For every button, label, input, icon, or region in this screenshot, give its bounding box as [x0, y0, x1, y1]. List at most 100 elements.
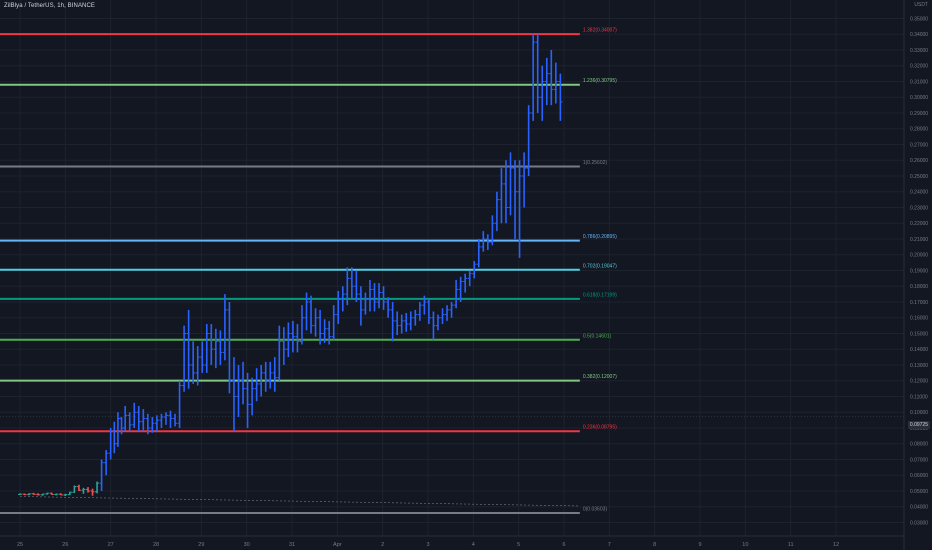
ohlc-bar — [517, 160, 522, 258]
ohlc-bar — [218, 330, 223, 365]
ohlc-bar — [309, 295, 314, 334]
ohlc-bar — [163, 412, 168, 425]
ohlc-bar — [67, 491, 72, 496]
price-tick-label: 0.20000 — [910, 253, 928, 259]
currency-unit-label: USDT — [914, 2, 928, 8]
ohlc-bar — [544, 57, 549, 106]
ohlc-bar — [513, 160, 518, 239]
ohlc-bar — [408, 311, 413, 331]
ohlc-bar — [90, 488, 95, 496]
ohlc-bar — [549, 50, 554, 106]
time-tick-label: 29 — [198, 542, 204, 548]
ohlc-bar — [372, 283, 377, 312]
ohlc-bar — [431, 311, 436, 340]
ohlc-bar — [426, 298, 431, 325]
ohlc-bar — [200, 341, 205, 373]
ohlc-bar — [213, 328, 218, 369]
ohlc-bar — [277, 325, 282, 381]
ohlc-bar — [281, 327, 286, 365]
price-tick-label: 0.35000 — [910, 16, 928, 22]
price-tick-label: 0.19000 — [910, 268, 928, 274]
price-tick-label: 0.15000 — [910, 331, 928, 337]
ohlc-bar — [358, 286, 363, 326]
price-tick-label: 0.11000 — [910, 394, 928, 400]
ohlc-bar — [531, 34, 536, 121]
ohlc-bar — [440, 308, 445, 325]
time-tick-label: 2 — [381, 542, 384, 548]
ohlc-bar — [154, 415, 159, 432]
ohlc-bar — [40, 493, 45, 496]
price-axis[interactable]: 0.35000 0.34000 0.33000 0.32000 0.31000 0.300… — [903, 0, 928, 550]
ohlc-bar — [159, 413, 164, 428]
ohlc-bar — [386, 297, 391, 318]
fib-level-label: 0.236(0.08795) — [583, 425, 617, 431]
ohlc-bar — [331, 305, 336, 340]
ohlc-bar — [290, 320, 295, 353]
ohlc-bar — [540, 65, 545, 121]
time-tick-label: 12 — [833, 542, 839, 548]
fib-level-label: 0.618(0.17199) — [583, 292, 617, 298]
price-tick-label: 0.10000 — [910, 410, 928, 416]
price-tick-label: 0.14000 — [910, 347, 928, 353]
price-tick-label: 0.08000 — [910, 442, 928, 448]
ohlc-bar — [553, 62, 558, 104]
price-tick-label: 0.13000 — [910, 363, 928, 369]
ohlc-bar — [115, 412, 120, 447]
price-tick-label: 0.32000 — [910, 64, 928, 70]
ohlc-bar — [395, 311, 400, 336]
fibonacci-retracement[interactable]: 1.382(0.34007) 1.236(0.30795) 1(0.25602) 0.… — [0, 28, 617, 515]
ohlc-bar — [231, 357, 236, 432]
current-price-tag: 0.09725 — [907, 421, 930, 429]
ohlc-bar — [327, 320, 332, 345]
time-axis[interactable]: 25 26 27 28 29 30 31 Apr 2 3 4 5 6 7 8 9 10 11 12 — [0, 535, 904, 548]
ohlc-bar — [526, 105, 531, 176]
ohlc-bar — [141, 409, 146, 432]
ohlc-bar — [18, 493, 22, 495]
price-tick-label: 0.27000 — [910, 142, 928, 148]
fib-level-label: 0.786(0.20895) — [583, 234, 617, 240]
price-tick-label: 0.30000 — [910, 95, 928, 101]
symbol-title[interactable]: ZilBlya / TetherUS, 1h, BINANCE — [4, 3, 96, 9]
ohlc-bar — [435, 314, 440, 331]
ohlc-bar — [363, 292, 368, 315]
ohlc-bar — [463, 273, 468, 293]
ohlc-bar — [472, 261, 477, 279]
ohlc-bar — [209, 324, 214, 365]
ohlc-bar — [123, 405, 128, 432]
price-tick-label: 0.31000 — [910, 79, 928, 85]
time-tick-label: 25 — [17, 542, 23, 548]
ohlc-bar — [168, 410, 173, 428]
price-tick-label: 0.24000 — [910, 190, 928, 196]
ohlc-bar — [45, 492, 50, 495]
ohlc-bar — [318, 309, 323, 345]
ohlc-bar — [345, 267, 350, 306]
ohlc-bar — [145, 413, 150, 435]
ohlc-bar — [204, 324, 209, 373]
ohlc-bar — [259, 365, 264, 397]
ohlc-bar — [99, 459, 104, 491]
ohlc-bar — [272, 357, 277, 392]
ohlc-bar — [268, 361, 273, 389]
ohlc-bar — [481, 231, 486, 252]
ohlc-bar — [31, 492, 36, 495]
price-tick-label: 0.33000 — [910, 48, 928, 54]
ohlc-bar — [263, 361, 268, 392]
time-tick-label: 4 — [472, 542, 475, 548]
time-tick-label: Apr — [333, 542, 342, 548]
ohlc-bar — [485, 234, 490, 251]
price-tick-label: 0.03000 — [910, 520, 928, 526]
time-tick-label: 27 — [108, 542, 114, 548]
fib-level-label: 1(0.25602) — [583, 160, 608, 166]
fib-level-label: 0.702(0.19047) — [583, 263, 617, 269]
ohlc-bar — [76, 484, 81, 491]
ohlc-bar — [454, 279, 459, 309]
price-tick-label: 0.07000 — [910, 457, 928, 463]
fib-level-label: 0.5(0.14601) — [583, 333, 612, 339]
time-tick-label: 10 — [742, 542, 748, 548]
ohlc-bar — [241, 361, 246, 405]
price-tick-label: 0.26000 — [910, 158, 928, 164]
ohlc-bar — [422, 295, 427, 315]
ohlc-bar — [132, 402, 137, 428]
